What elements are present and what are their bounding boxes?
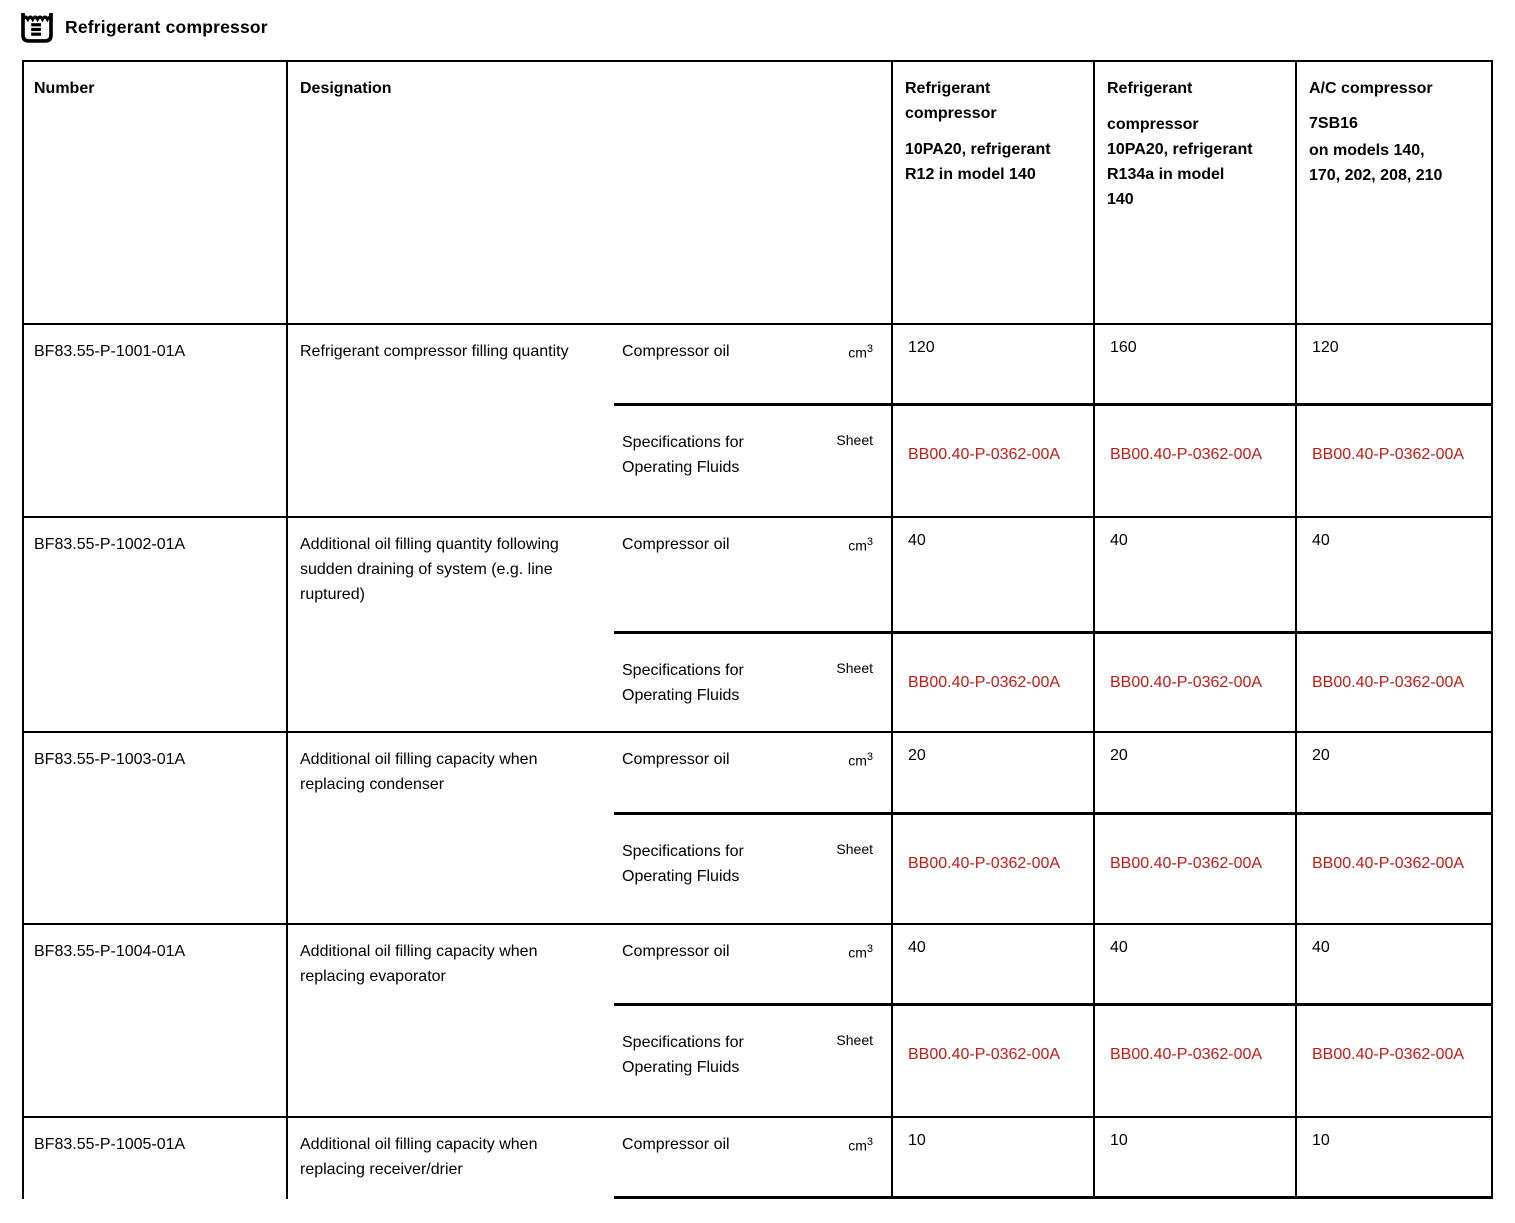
unit-cm3: cm3	[848, 943, 873, 961]
oil-value-r12: 120	[893, 325, 1095, 406]
table-row: BF83.55-P-1003-01A Additional oil fillin…	[24, 733, 1491, 925]
page-header: Refrigerant compressor	[18, 8, 1515, 46]
sheet-cell: BB00.40-P-0362-00A	[1095, 634, 1297, 731]
sheet-link[interactable]: BB00.40-P-0362-00A	[1110, 855, 1263, 872]
spec-fluids-label-cell: Specifications for Operating Fluids Shee…	[614, 634, 893, 731]
compressor-oil-label-cell: Compressor oil cm3	[614, 1118, 893, 1199]
spec-fluids-label-cell: Specifications for Operating Fluids Shee…	[614, 1006, 893, 1116]
sheet-link[interactable]: BB00.40-P-0362-00A	[1110, 1046, 1263, 1063]
oil-value-7sb16: 20	[1297, 733, 1491, 815]
header-number: Number	[24, 62, 288, 323]
table-row: BF83.55-P-1004-01A Additional oil fillin…	[24, 925, 1491, 1118]
compressor-oil-label-cell: Compressor oil cm3	[614, 733, 893, 815]
oil-value-7sb16: 40	[1297, 518, 1491, 634]
sheet-cell: BB00.40-P-0362-00A	[1297, 634, 1491, 731]
unit-sheet: Sheet	[836, 432, 873, 448]
oil-value-7sb16: 40	[1297, 925, 1491, 1006]
page-title: Refrigerant compressor	[65, 16, 268, 37]
oil-value-r12: 10	[893, 1118, 1095, 1199]
sheet-link[interactable]: BB00.40-P-0362-00A	[908, 674, 1061, 691]
oil-value-r134a: 10	[1095, 1118, 1297, 1199]
row-designation: Additional oil filling quantity followin…	[300, 536, 559, 603]
unit-cm3: cm3	[848, 536, 873, 554]
fluid-capacity-icon	[18, 10, 56, 45]
sheet-link[interactable]: BB00.40-P-0362-00A	[908, 855, 1061, 872]
header-compressor-r134a: Refrigerant compressor 10PA20, refrigera…	[1095, 62, 1297, 323]
sheet-link[interactable]: BB00.40-P-0362-00A	[1312, 674, 1465, 691]
sheet-cell: BB00.40-P-0362-00A	[893, 815, 1095, 923]
compressor-oil-label-cell: Compressor oil cm3	[614, 518, 893, 634]
sheet-cell: BB00.40-P-0362-00A	[1297, 1006, 1491, 1116]
table-header-row: Number Designation Refrigerant compresso…	[24, 62, 1491, 325]
oil-value-r12: 40	[893, 518, 1095, 634]
unit-sheet: Sheet	[836, 660, 873, 676]
row-designation: Additional oil filling capacity when rep…	[300, 1136, 538, 1178]
sheet-cell: BB00.40-P-0362-00A	[893, 634, 1095, 731]
refrigerant-compressor-table: Number Designation Refrigerant compresso…	[22, 60, 1493, 1199]
header-compressor-r12: Refrigerant compressor 10PA20, refrigera…	[893, 62, 1095, 323]
row-designation: Additional oil filling capacity when rep…	[300, 943, 538, 985]
sheet-link[interactable]: BB00.40-P-0362-00A	[1110, 674, 1263, 691]
oil-value-7sb16: 10	[1297, 1118, 1491, 1199]
sheet-cell: BB00.40-P-0362-00A	[893, 1006, 1095, 1116]
sheet-cell: BB00.40-P-0362-00A	[1095, 1006, 1297, 1116]
sheet-cell: BB00.40-P-0362-00A	[1297, 406, 1491, 516]
unit-sheet: Sheet	[836, 1032, 873, 1048]
sheet-cell: BB00.40-P-0362-00A	[1095, 815, 1297, 923]
sheet-link[interactable]: BB00.40-P-0362-00A	[908, 446, 1061, 463]
sheet-link[interactable]: BB00.40-P-0362-00A	[1312, 855, 1465, 872]
unit-sheet: Sheet	[836, 841, 873, 857]
oil-value-r12: 40	[893, 925, 1095, 1006]
sheet-cell: BB00.40-P-0362-00A	[893, 406, 1095, 516]
sheet-cell: BB00.40-P-0362-00A	[1095, 406, 1297, 516]
compressor-oil-label-cell: Compressor oil cm3	[614, 325, 893, 406]
oil-value-7sb16: 120	[1297, 325, 1491, 406]
sheet-link[interactable]: BB00.40-P-0362-00A	[908, 1046, 1061, 1063]
row-number: BF83.55-P-1002-01A	[24, 518, 288, 731]
spec-fluids-label-cell: Specifications for Operating Fluids Shee…	[614, 406, 893, 516]
oil-value-r134a: 40	[1095, 518, 1297, 634]
sheet-link[interactable]: BB00.40-P-0362-00A	[1312, 446, 1465, 463]
row-number: BF83.55-P-1005-01A	[24, 1118, 288, 1199]
unit-cm3: cm3	[848, 1136, 873, 1154]
table-row: BF83.55-P-1002-01A Additional oil fillin…	[24, 518, 1491, 733]
table-row: BF83.55-P-1005-01A Additional oil fillin…	[24, 1118, 1491, 1199]
sheet-cell: BB00.40-P-0362-00A	[1297, 815, 1491, 923]
header-designation: Designation	[288, 62, 893, 323]
spec-fluids-label-cell: Specifications for Operating Fluids Shee…	[614, 815, 893, 923]
oil-value-r134a: 160	[1095, 325, 1297, 406]
sheet-link[interactable]: BB00.40-P-0362-00A	[1110, 446, 1263, 463]
oil-value-r12: 20	[893, 733, 1095, 815]
table-row: BF83.55-P-1001-01A Refrigerant compresso…	[24, 325, 1491, 518]
row-number: BF83.55-P-1001-01A	[24, 325, 288, 516]
row-number: BF83.55-P-1004-01A	[24, 925, 288, 1116]
row-designation: Additional oil filling capacity when rep…	[300, 751, 538, 793]
unit-cm3: cm3	[848, 751, 873, 769]
sheet-link[interactable]: BB00.40-P-0362-00A	[1312, 1046, 1465, 1063]
compressor-oil-label-cell: Compressor oil cm3	[614, 925, 893, 1006]
row-designation: Refrigerant compressor filling quantity	[300, 343, 569, 360]
header-ac-compressor-7sb16: A/C compressor 7SB16 on models 140, 170,…	[1309, 80, 1443, 184]
row-number: BF83.55-P-1003-01A	[24, 733, 288, 923]
unit-cm3: cm3	[848, 343, 873, 361]
oil-value-r134a: 40	[1095, 925, 1297, 1006]
oil-value-r134a: 20	[1095, 733, 1297, 815]
